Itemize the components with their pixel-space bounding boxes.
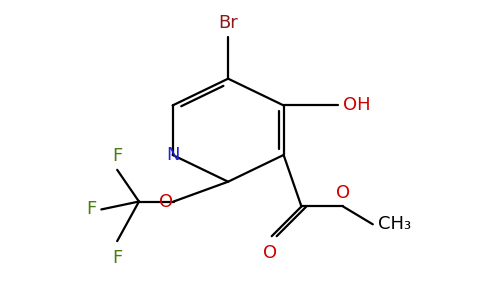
- Text: OH: OH: [343, 96, 371, 114]
- Text: F: F: [112, 147, 122, 165]
- Text: O: O: [159, 193, 173, 211]
- Text: F: F: [112, 249, 122, 267]
- Text: CH₃: CH₃: [378, 215, 411, 233]
- Text: N: N: [166, 146, 180, 164]
- Text: Br: Br: [218, 14, 238, 32]
- Text: O: O: [263, 244, 277, 262]
- Text: O: O: [336, 184, 350, 202]
- Text: F: F: [86, 200, 96, 218]
